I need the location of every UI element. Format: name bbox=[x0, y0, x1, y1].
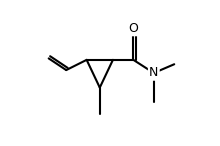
Text: N: N bbox=[149, 66, 158, 80]
Text: O: O bbox=[128, 22, 138, 35]
